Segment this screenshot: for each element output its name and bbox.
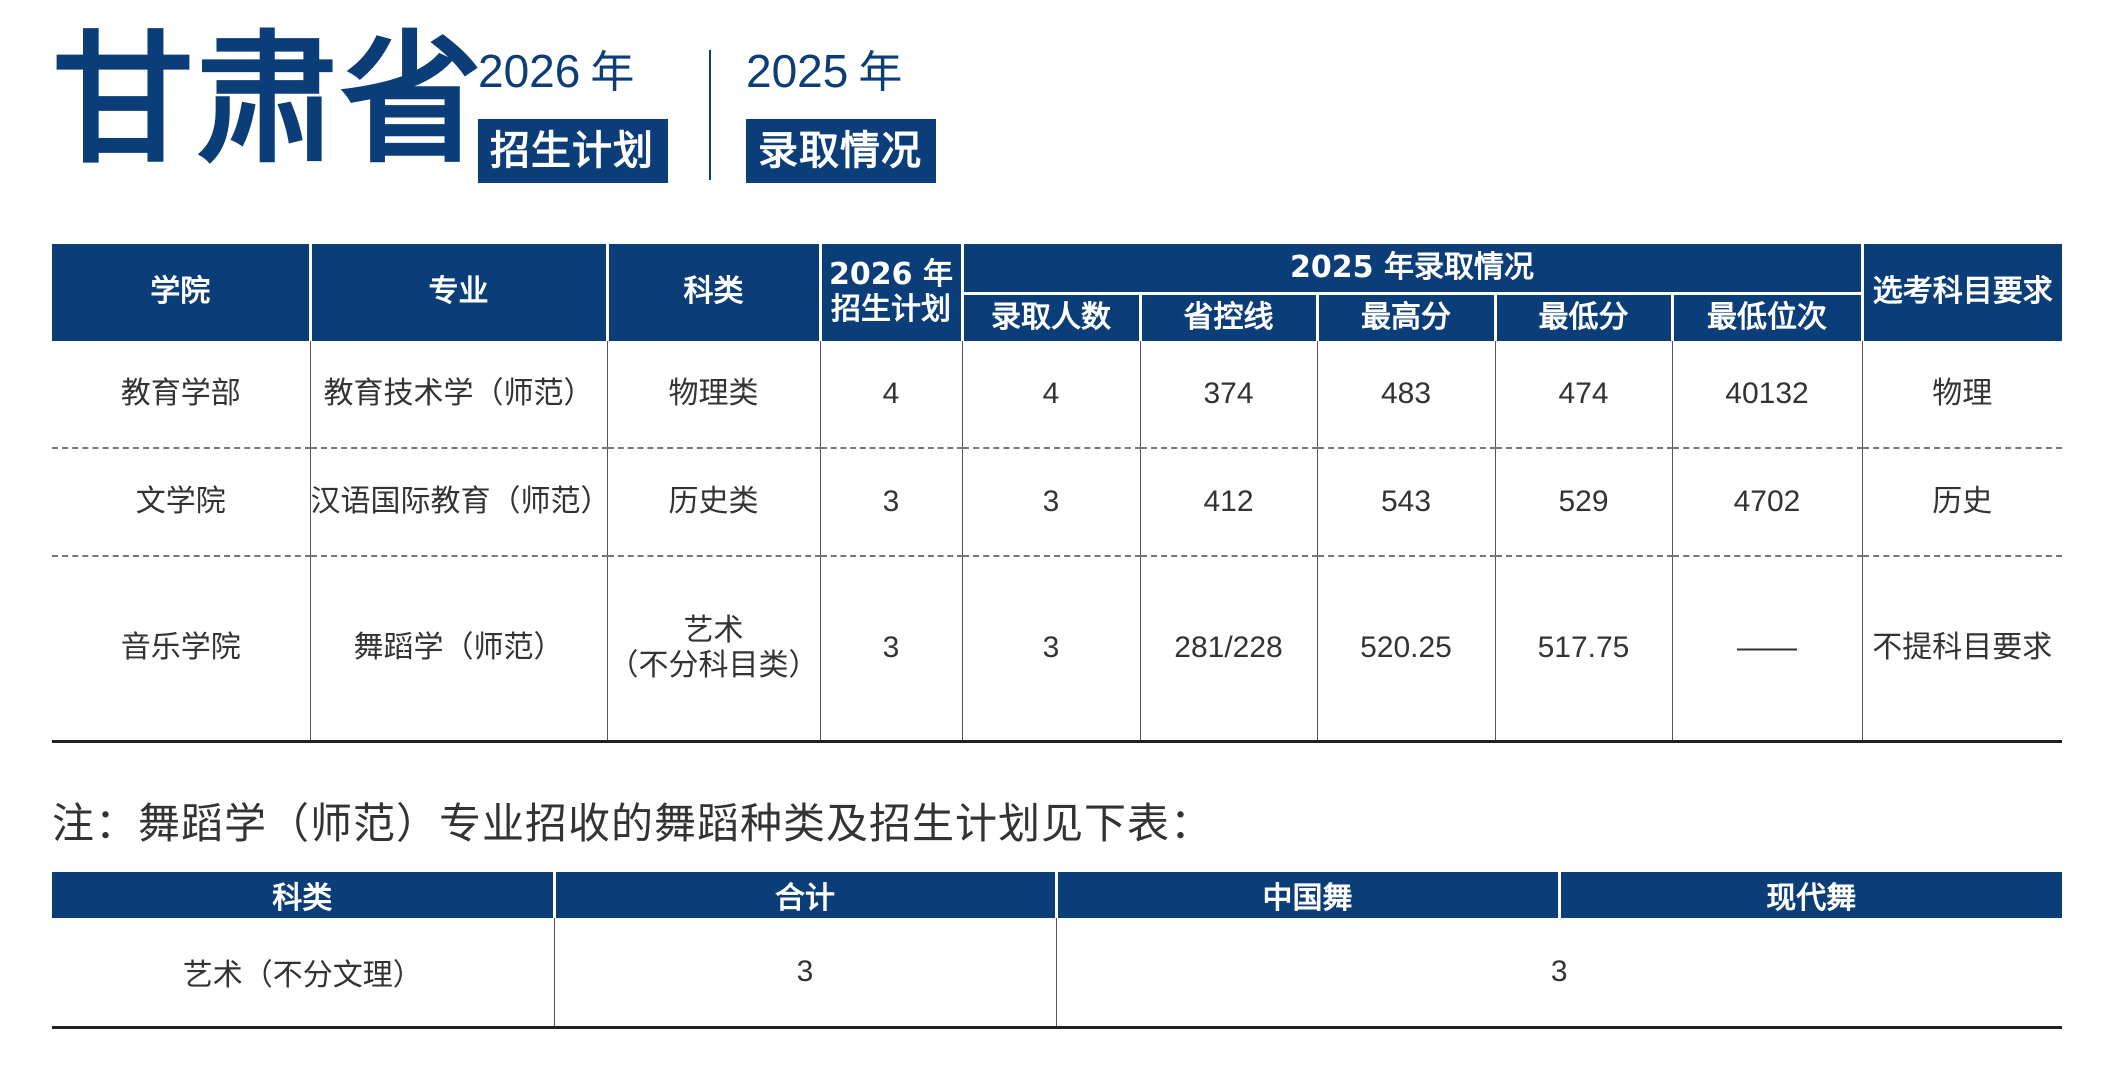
plan-header-block: 2026 年 招生计划 (478, 48, 668, 183)
header-subject-req: 选考科目要求 (1860, 244, 2062, 341)
header-min-rank: 最低位次 (1670, 293, 1864, 341)
cell-provincial-line: 281/228 (1139, 556, 1317, 743)
province-title: 甘肃省 (52, 18, 484, 183)
t2-cell-total: 3 (554, 918, 1057, 1029)
t2-cell-category: 艺术（不分文理） (52, 918, 555, 1029)
admit-year: 2025 年 (746, 48, 936, 95)
cell-admitted: 4 (961, 341, 1140, 449)
t2-header-category: 科类 (52, 872, 554, 918)
header-plan-2026: 2026 年 招生计划 (818, 244, 964, 341)
plan-tag: 招生计划 (478, 119, 668, 183)
admission-table: 学院 专业 科类 2026 年 招生计划 2025 年录取情况 选考科目要求 录… (52, 244, 2062, 743)
cell-plan: 3 (819, 448, 962, 557)
footnote: 注：舞蹈学（师范）专业招收的舞蹈种类及招生计划见下表： (52, 799, 1214, 848)
cell-subject: 物理 (1861, 341, 2062, 449)
cell-category: 历史类 (606, 448, 820, 557)
admit-tag: 录取情况 (746, 119, 936, 183)
table-row: 教育学部 教育技术学（师范） 物理类 4 4 374 483 474 40132… (52, 341, 2062, 449)
cell-college: 音乐学院 (52, 556, 310, 743)
t2-header-modern-dance: 现代舞 (1557, 872, 2062, 918)
table-row: 艺术（不分文理） 3 3 (52, 918, 2062, 1029)
plan-year-number: 2026 (478, 45, 581, 97)
cell-plan: 4 (819, 341, 962, 449)
header-divider (709, 50, 711, 180)
cell-min-rank: —— (1671, 556, 1862, 743)
table-row: 文学院 汉语国际教育（师范） 历史类 3 3 412 543 529 4702 … (52, 448, 2062, 557)
header-provincial-line: 省控线 (1138, 293, 1319, 341)
cell-max: 543 (1316, 448, 1495, 557)
cell-min: 474 (1494, 341, 1672, 449)
cell-subject: 不提科目要求 (1861, 556, 2062, 743)
cell-provincial-line: 412 (1139, 448, 1317, 557)
cell-min-rank: 40132 (1671, 341, 1862, 449)
admit-year-suffix: 年 (858, 47, 903, 98)
header-college: 学院 (52, 244, 312, 341)
cell-college: 教育学部 (52, 341, 310, 449)
cell-min: 529 (1494, 448, 1672, 557)
cell-admitted: 3 (961, 556, 1140, 743)
cell-min-rank: 4702 (1671, 448, 1862, 557)
t2-header-total: 合计 (552, 872, 1056, 918)
plan-year: 2026 年 (478, 48, 668, 95)
table-row: 音乐学院 舞蹈学（师范） 艺术 （不分科目类） 3 3 281/228 520.… (52, 556, 2062, 743)
cell-max: 520.25 (1316, 556, 1495, 743)
cell-category-line2: （不分科目类） (608, 647, 819, 683)
admit-year-number: 2025 (746, 45, 849, 97)
plan-year-suffix: 年 (590, 47, 635, 98)
cell-category: 艺术 （不分科目类） (606, 556, 820, 743)
cell-major: 教育技术学（师范） (309, 341, 607, 449)
header-max-score: 最高分 (1315, 293, 1497, 341)
header-plan-line1: 2026 年 (829, 257, 953, 292)
cell-major: 汉语国际教育（师范） (309, 448, 611, 557)
header-plan-line2: 招生计划 (831, 291, 951, 327)
header-admit-2025: 2025 年录取情况 (960, 244, 1864, 295)
cell-admitted: 3 (961, 448, 1140, 557)
cell-max: 483 (1316, 341, 1495, 449)
cell-plan: 3 (819, 556, 962, 743)
dance-plan-table: 科类 合计 中国舞 现代舞 艺术（不分文理） 3 3 (52, 872, 2062, 1029)
cell-subject: 历史 (1861, 448, 2062, 557)
admit-header-block: 2025 年 录取情况 (746, 48, 936, 183)
cell-provincial-line: 374 (1139, 341, 1317, 449)
t2-cell-dance-count: 3 (1056, 918, 2062, 1029)
header-admitted-count: 录取人数 (962, 293, 1142, 341)
cell-min: 517.75 (1494, 556, 1672, 743)
t2-header-chinese-dance: 中国舞 (1054, 872, 1559, 918)
header-major: 专业 (308, 244, 609, 341)
header-min-score: 最低分 (1493, 293, 1674, 341)
cell-category: 物理类 (606, 341, 820, 449)
cell-college: 文学院 (52, 448, 310, 557)
cell-major: 舞蹈学（师范） (309, 556, 607, 743)
header-category: 科类 (605, 244, 822, 341)
cell-category-line1: 艺术 (683, 613, 744, 648)
